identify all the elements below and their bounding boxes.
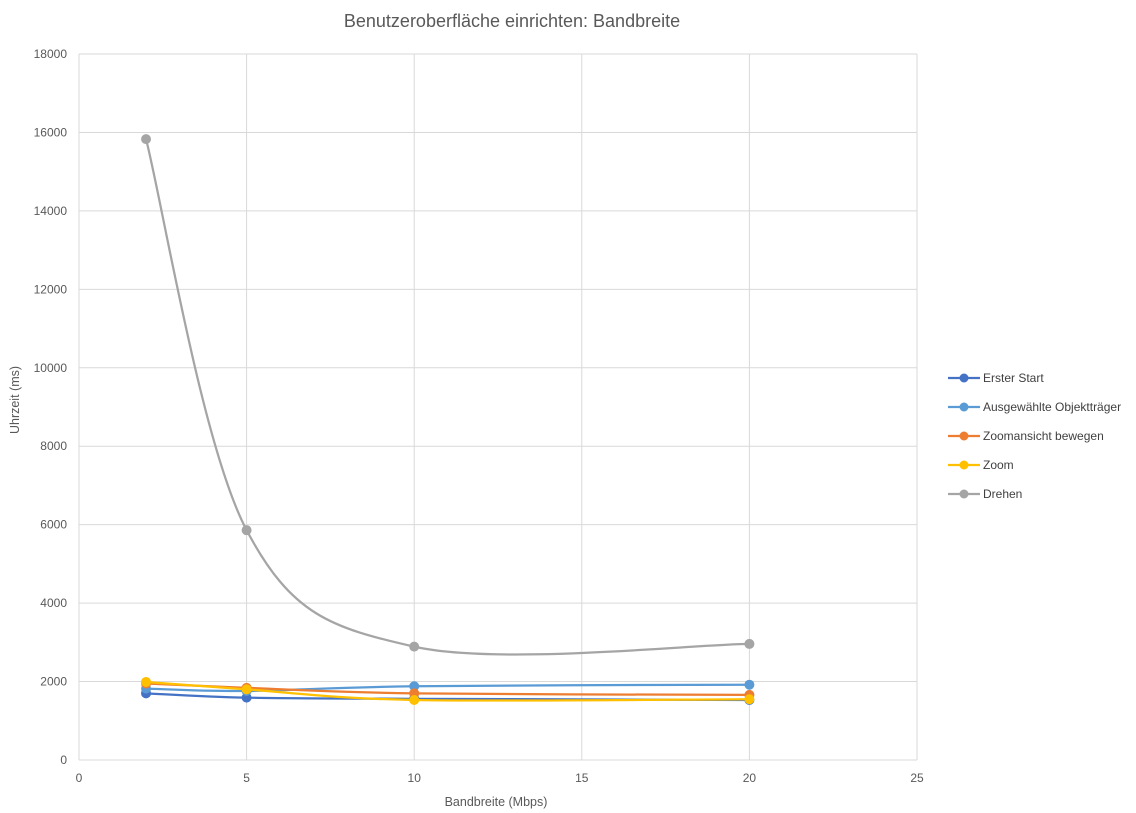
y-tick-label: 14000 [34, 204, 68, 218]
data-point [744, 679, 755, 690]
data-point [409, 694, 420, 705]
axes: 0 2000 4000 6000 8000 10000 12000 14000 16000 180… [34, 47, 924, 785]
data-point [141, 676, 152, 687]
y-tick-label: 8000 [40, 439, 67, 453]
data-point [241, 525, 252, 536]
series-line-drehen [144, 137, 751, 656]
y-tick-label: 16000 [34, 125, 68, 139]
chart-title: Benutzeroberfläche einrichten: Bandbreit… [344, 11, 680, 31]
y-axis-title: Uhrzeit (ms) [8, 366, 22, 434]
x-tick-label: 10 [408, 771, 422, 785]
legend-label: Zoom [983, 458, 1014, 472]
y-tick-label: 18000 [34, 47, 68, 61]
legend-marker-erster-start [959, 373, 969, 383]
data-point [141, 134, 152, 145]
x-tick-label: 15 [575, 771, 589, 785]
legend-label: Ausgewählte Objektträger [983, 400, 1121, 414]
x-tick-label: 5 [243, 771, 250, 785]
y-tick-label: 6000 [40, 518, 67, 532]
data-point [744, 638, 755, 649]
x-axis-title: Bandbreite (Mbps) [445, 795, 548, 809]
x-tick-label: 0 [76, 771, 83, 785]
x-tick-label: 20 [743, 771, 757, 785]
y-tick-label: 10000 [34, 361, 68, 375]
legend-marker-zoom [959, 460, 969, 470]
data-point [241, 684, 252, 695]
legend: Erster Start Ausgewählte Objektträger Zoom… [948, 371, 1121, 501]
y-tick-label: 0 [60, 753, 67, 767]
y-tick-label: 12000 [34, 282, 68, 296]
data-point [744, 694, 755, 705]
y-tick-label: 2000 [40, 675, 67, 689]
legend-label: Zoomansicht bewegen [983, 429, 1104, 443]
legend-marker-drehen [959, 489, 969, 499]
y-tick-label: 4000 [40, 596, 67, 610]
x-tick-label: 25 [910, 771, 924, 785]
series-lines [141, 134, 755, 705]
series-line-zoom [144, 680, 751, 702]
data-point [409, 641, 420, 652]
legend-label: Drehen [983, 487, 1022, 501]
series-line-ausgew-hlte-objekttr-ger [144, 683, 751, 693]
legend-label: Erster Start [983, 371, 1044, 385]
legend-marker-ausgew-hlte-objekttr-ger [959, 402, 969, 412]
legend-marker-zoomansicht-bewegen [959, 431, 969, 441]
